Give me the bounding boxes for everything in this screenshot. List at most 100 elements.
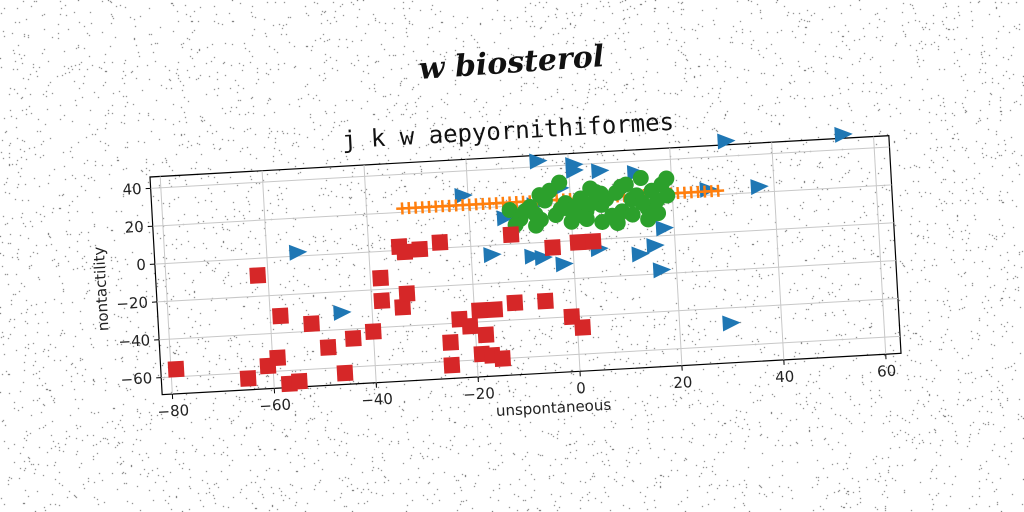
circle-point [659,187,676,204]
y-tick-label: −60 [120,369,153,389]
y-tick-label: 20 [124,218,144,237]
x-gridline [771,142,785,360]
square-point [290,372,308,390]
square-point [239,370,257,387]
x-gridline [873,136,887,355]
square-point [373,292,391,310]
plot-frame [149,135,902,396]
square-point [249,266,267,284]
square-point [442,334,460,351]
circle-point [582,180,599,197]
y-gridline [150,146,890,189]
square-point [398,285,416,303]
triangle-point [655,220,674,237]
y-tick-label: −40 [118,331,151,351]
square-point [544,239,562,256]
circle-point [568,207,585,224]
square-point [336,364,354,382]
circle-point [658,170,675,187]
x-tick-label: −20 [463,384,496,404]
square-point [584,233,602,250]
circle-point [650,205,667,222]
square-point [569,233,587,251]
square-point [372,269,389,287]
triangle-point [565,162,584,179]
x-tick-label: 60 [877,362,897,381]
y-tick-label: 0 [136,256,147,275]
x-gridline [465,159,479,378]
triangle-point [483,247,502,264]
y-gridline [161,335,901,379]
chart-title: j k w aepyornithiformes [341,108,674,155]
square-point [506,294,524,312]
square-point [319,338,337,356]
circle-point [501,202,518,219]
x-ticks: −80 −60 −40 −20 0 20 40 60 [157,354,897,421]
data-marks [167,126,853,393]
x-tick-label: −60 [259,395,292,415]
x-axis-label: unspontaneous [495,396,611,420]
square-point [396,243,414,261]
square-point [167,360,185,378]
circle-point [594,213,611,230]
y-gridline [154,222,894,265]
square-point [477,326,495,344]
triangle-point [288,244,308,261]
circle-point [632,170,649,187]
triangle-point [496,210,515,227]
triangle-point [534,250,553,266]
triangle-point [591,163,610,180]
triangle-point [529,153,548,170]
circle-point [634,194,651,211]
square-point [443,356,461,374]
square-point [272,307,289,325]
plus-point [712,184,725,197]
y-gridline [159,297,898,341]
y-tick-label: 40 [122,180,142,199]
square-point [494,350,512,367]
triangle-point [750,179,769,196]
square-point [394,298,412,316]
triangle-point [631,246,650,263]
triangle-point [524,248,543,265]
circle-point [528,217,545,234]
triangle-point [454,188,473,205]
circle-point [624,206,641,223]
square-point [502,226,520,244]
y-ticks: −60 −40 −20 0 20 40 [116,180,162,389]
triangle-point [717,133,736,150]
square-point [344,329,362,347]
square-point [303,315,320,333]
circle-point [531,187,548,204]
circle-point [551,174,568,191]
x-gridline [159,176,173,395]
x-tick-label: −40 [361,390,394,410]
square-point [486,301,504,319]
y-gridline [156,260,896,303]
y-axis-label: nontactility [90,246,113,332]
gridlines [150,136,901,395]
square-point [536,292,554,310]
circle-point [609,214,626,231]
square-point [411,240,429,258]
triangle-point [722,315,741,332]
triangle-point [333,304,352,321]
triangle-point [555,256,574,273]
x-gridline [363,165,377,383]
x-tick-label: 40 [775,367,795,386]
circle-point [612,178,629,195]
square-point [431,233,449,251]
y-tick-label: −20 [116,293,149,313]
x-tick-label: 0 [576,379,587,398]
square-point [364,323,382,341]
triangle-point [646,238,665,255]
square-point [269,349,287,367]
square-point [574,319,592,336]
triangle-point [652,262,672,279]
square-point [461,317,479,335]
x-tick-label: 20 [673,373,693,392]
x-tick-label: −80 [157,401,190,421]
